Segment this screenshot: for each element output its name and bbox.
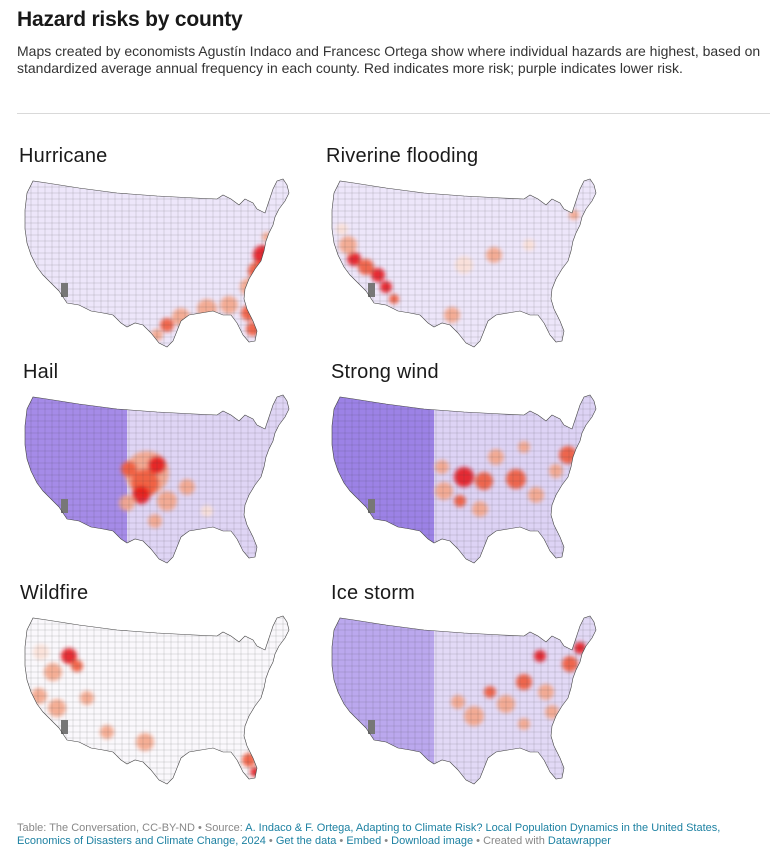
national-border [24,394,290,564]
national-border [331,615,597,785]
risk-hotspot [523,239,535,251]
risk-hotspot [549,464,563,478]
risk-hotspot [506,469,526,489]
risk-hotspot [339,236,357,254]
risk-hotspot [569,210,579,220]
no-data-county [368,283,375,297]
risk-hotspot [454,495,466,507]
download-image-link[interactable]: Download image [391,835,474,847]
national-border [24,178,290,348]
map-panel-wildfire: Wildfire [17,582,307,792]
risk-hotspot [518,441,530,453]
source-link[interactable]: A. Indaco & F. Ortega, Adapting to Clima… [17,822,721,847]
risk-hotspot [136,733,154,751]
risk-hotspot [472,501,488,517]
risk-hotspot [562,656,578,672]
map-panel-ice-storm: Ice storm [324,582,614,792]
risk-hotspot [172,308,190,326]
national-border [331,394,597,564]
map-title: Ice storm [331,582,416,604]
risk-hotspot [29,716,41,728]
risk-hotspot [435,460,449,474]
risk-hotspot [545,705,559,719]
map-title: Strong wind [331,361,439,383]
county-boundaries [25,179,289,347]
us-county-map-strong-wind [331,394,597,564]
page-title: Hazard risks by county [17,8,243,31]
national-border [24,615,290,785]
national-border [331,178,597,348]
datawrapper-link[interactable]: Datawrapper [547,835,611,847]
map-fill [332,395,596,563]
county-boundaries [332,616,596,784]
risk-hotspot [534,650,546,662]
no-data-county [368,499,375,513]
county-boundaries [332,395,596,563]
map-title: Riverine flooding [326,145,479,167]
no-data-county [61,720,68,734]
map-fill [25,395,289,563]
risk-hotspot [559,446,577,464]
risk-hotspot [119,495,135,511]
us-county-map-wildfire [24,615,290,785]
risk-hotspot [484,686,496,698]
risk-hotspot [516,674,532,690]
map-fill [25,616,289,784]
county-boundaries [25,395,289,563]
us-county-map-riverine-flooding [331,178,597,348]
risk-hotspot [528,487,544,503]
us-county-map-ice-storm [331,615,597,785]
map-panel-strong-wind: Strong wind [324,361,614,571]
risk-hotspot [132,486,150,504]
no-data-county [61,499,68,513]
map-title: Hurricane [19,145,108,167]
embed-link[interactable]: Embed [346,835,382,847]
divider [17,113,770,114]
risk-hotspot [262,232,272,242]
page-subtitle: Maps created by economists Agustín Indac… [17,43,761,76]
county-boundaries [332,179,596,347]
risk-hotspot [538,684,554,700]
map-fill [332,616,596,784]
risk-hotspot [518,718,530,730]
get-data-link[interactable]: Get the data [275,835,337,847]
map-fill [25,179,289,347]
risk-hotspot [435,482,453,500]
risk-hotspot [240,278,258,296]
no-data-county [61,283,68,297]
map-panel-hurricane: Hurricane [17,145,307,355]
map-panel-hail: Hail [17,361,307,571]
risk-hotspot [380,281,392,293]
us-county-map-hail [24,394,290,564]
map-panel-riverine-flooding: Riverine flooding [324,145,614,355]
risk-hotspot [464,706,484,726]
us-county-map-hurricane [24,178,290,348]
risk-hotspot [197,299,217,319]
map-fill [332,179,596,347]
risk-hotspot [148,514,162,528]
map-title: Wildfire [20,582,89,604]
risk-hotspot [220,296,238,314]
created-with-text: Created with [483,835,545,847]
footer-credits: Table: The Conversation, CC-BY-ND • Sour… [17,822,721,847]
footer-prefix: Table: The Conversation, CC-BY-ND • Sour… [17,822,246,834]
map-grid: Hurricane Riverine flooding Hail Strong … [17,145,637,785]
risk-hotspot [33,644,49,660]
county-boundaries [25,616,289,784]
risk-hotspot [486,247,502,263]
no-data-county [368,720,375,734]
risk-hotspot [157,491,177,511]
risk-hotspot [444,307,460,323]
map-title: Hail [23,361,59,383]
risk-hotspot [371,268,385,282]
